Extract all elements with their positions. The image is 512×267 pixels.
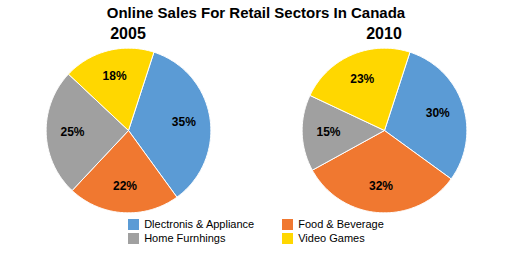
html-text:Video Games: Video Games bbox=[298, 232, 365, 244]
html-text:2005: 2005 bbox=[110, 25, 146, 42]
svg-text:22%: 22% bbox=[113, 179, 137, 193]
html-text:Food & Beverage: Food & Beverage bbox=[298, 218, 384, 230]
html-text:Online Sales For Retail Sector: Online Sales For Retail Sectors In Canad… bbox=[106, 4, 406, 21]
svg-text:32%: 32% bbox=[369, 179, 393, 193]
svg-text:23%: 23% bbox=[350, 72, 374, 86]
html-text:Home Furnhings: Home Furnhings bbox=[144, 232, 226, 244]
svg-text:30%: 30% bbox=[426, 106, 450, 120]
svg-text:25%: 25% bbox=[61, 125, 85, 139]
svg-text:18%: 18% bbox=[103, 69, 127, 83]
svg-text:15%: 15% bbox=[317, 125, 341, 139]
html-text:2010: 2010 bbox=[366, 25, 402, 42]
html-text:Dlectronis & Appliance: Dlectronis & Appliance bbox=[144, 218, 255, 230]
svg-text:35%: 35% bbox=[172, 115, 196, 129]
